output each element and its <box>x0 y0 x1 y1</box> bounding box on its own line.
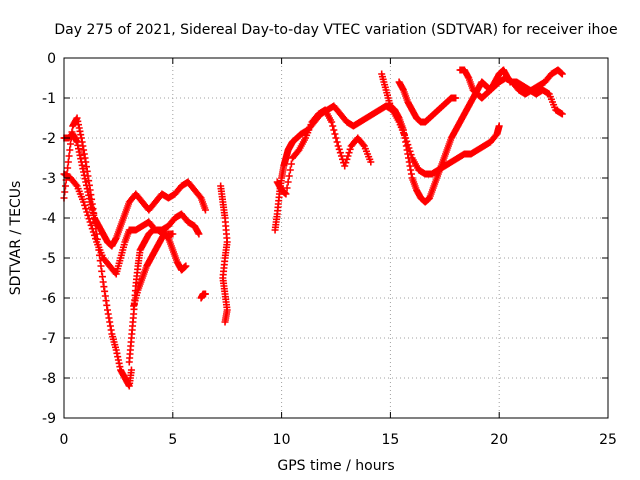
data-point <box>558 70 566 78</box>
data-point <box>346 145 354 153</box>
data-point <box>84 211 92 219</box>
data-points <box>60 66 566 390</box>
y-tick-label: -9 <box>42 411 56 427</box>
data-point <box>195 230 203 238</box>
data-point <box>64 158 72 166</box>
data-point <box>61 182 69 190</box>
data-point <box>452 94 460 102</box>
data-point <box>367 158 375 166</box>
data-point <box>169 230 177 238</box>
x-tick-label: 0 <box>60 432 69 448</box>
x-tick-label: 25 <box>599 432 617 448</box>
x-axis-label: GPS time / hours <box>277 458 394 474</box>
y-tick-label: -2 <box>42 131 56 147</box>
series-track-8 <box>271 102 503 234</box>
data-point <box>359 141 367 149</box>
axis-ticks: 0 5 10 15 20 25 0 -1 -2 -3 -4 -5 -6 -7 -8 -9 <box>42 51 617 448</box>
data-point <box>332 134 340 142</box>
data-point <box>82 205 90 213</box>
y-tick-label: -5 <box>42 251 56 267</box>
data-point <box>87 221 95 229</box>
y-axis-label: SDTVAR / TECUs <box>8 181 24 296</box>
data-point <box>495 122 503 130</box>
data-point <box>182 262 190 270</box>
data-point <box>66 146 74 154</box>
y-tick-label: -6 <box>42 291 56 307</box>
x-tick-label: 10 <box>273 432 291 448</box>
data-point <box>61 188 69 196</box>
data-point <box>80 198 88 206</box>
data-point <box>282 190 290 198</box>
data-point <box>345 149 353 157</box>
data-point <box>81 201 89 209</box>
chart-title: Day 275 of 2021, Sidereal Day-to-day VTE… <box>54 22 617 38</box>
data-point <box>72 181 80 189</box>
x-tick-label: 15 <box>381 432 399 448</box>
data-point <box>329 122 337 130</box>
data-point <box>90 231 98 239</box>
data-point <box>86 218 94 226</box>
data-point <box>286 166 294 174</box>
data-point <box>285 172 293 180</box>
series-track-13 <box>506 78 566 118</box>
data-point <box>89 228 97 236</box>
data-point <box>336 149 344 157</box>
x-tick-label: 20 <box>490 432 508 448</box>
data-point <box>283 184 291 192</box>
data-point <box>331 130 339 138</box>
data-point <box>127 366 135 374</box>
data-point <box>221 318 229 326</box>
data-point <box>343 155 351 163</box>
data-point <box>92 235 100 243</box>
data-point <box>342 159 350 167</box>
y-tick-label: -7 <box>42 331 56 347</box>
data-point <box>201 206 209 214</box>
series-track-7 <box>217 182 231 326</box>
data-point <box>67 140 75 148</box>
series-track-4 <box>60 170 203 278</box>
data-point <box>333 138 341 146</box>
series-track-6 <box>197 290 209 302</box>
data-point <box>337 152 345 160</box>
data-point <box>330 126 338 134</box>
data-point <box>83 208 91 216</box>
y-tick-label: -3 <box>42 171 56 187</box>
x-tick-label: 5 <box>168 432 177 448</box>
data-point <box>558 110 566 118</box>
y-tick-label: 0 <box>47 51 56 67</box>
data-point <box>85 215 93 223</box>
data-point <box>88 225 96 233</box>
plot-frame <box>63 57 609 419</box>
data-point <box>334 142 342 150</box>
series-track-9 <box>273 106 375 198</box>
data-point <box>328 118 336 126</box>
data-point <box>341 162 349 170</box>
data-point <box>284 178 292 186</box>
data-point <box>287 160 295 168</box>
data-point <box>64 164 72 172</box>
y-tick-label: -4 <box>42 211 56 227</box>
data-point <box>335 145 343 153</box>
data-point <box>344 152 352 160</box>
series-track-1 <box>60 114 135 390</box>
y-tick-label: -8 <box>42 371 56 387</box>
data-point <box>65 152 73 160</box>
data-point <box>201 290 209 298</box>
y-tick-label: -1 <box>42 91 56 107</box>
series-track-5 <box>130 230 190 310</box>
series-track-11 <box>395 78 460 126</box>
